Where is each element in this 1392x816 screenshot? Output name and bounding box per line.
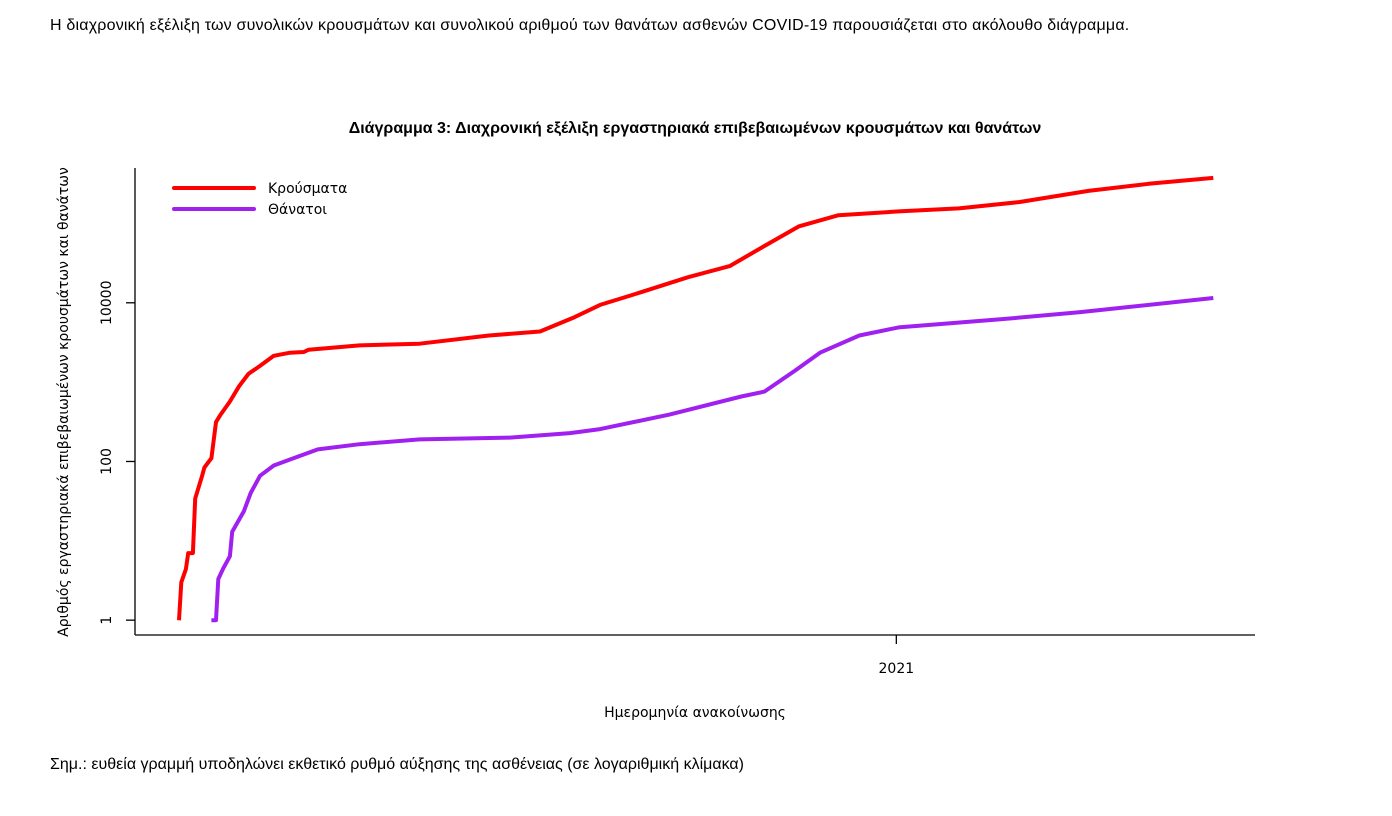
y-tick-label: 10000 xyxy=(99,281,115,326)
series-line-cases xyxy=(177,175,1214,621)
series-line-deaths xyxy=(211,296,1214,623)
y-tick-label: 100 xyxy=(99,448,115,475)
legend-label-cases: Κρούσματα xyxy=(268,181,347,197)
x-axis-label: Ημερομηνία ανακοίνωσης xyxy=(604,705,786,721)
chart-title: Διάγραμμα 3: Διαχρονική εξέλιξη εργαστηρ… xyxy=(349,120,1042,137)
y-tick-label: 1 xyxy=(99,616,115,625)
intro-paragraph: Η διαχρονική εξέλιξη των συνολικών κρουσ… xyxy=(50,17,1130,34)
legend: Κρούσματα Θάνατοι xyxy=(172,181,347,218)
legend-label-deaths: Θάνατοι xyxy=(268,202,327,218)
x-tick-label: 2021 xyxy=(879,661,915,677)
footnote: Σημ.: ευθεία γραμμή υποδηλώνει εκθετικό … xyxy=(50,756,744,773)
y-axis-label: Αριθμός εργαστηριακά επιβεβαιωμένων κρου… xyxy=(56,167,72,637)
